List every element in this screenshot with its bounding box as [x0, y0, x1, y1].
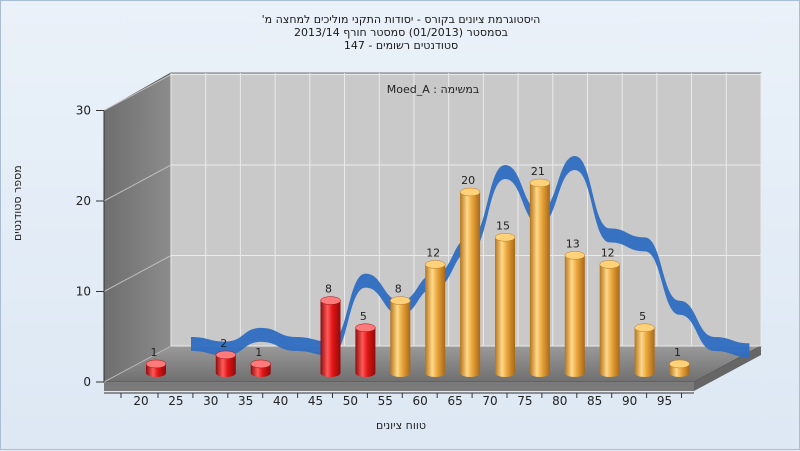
- bar-cap: [599, 260, 620, 269]
- data-label: 1: [255, 346, 262, 359]
- chart-title-line-1: היסטוגרמת ציונים בקורס - יסודות התקני מו…: [261, 13, 541, 26]
- bar-cap: [669, 359, 690, 369]
- x-tick-label: 20: [133, 394, 148, 408]
- gridline-wall: [103, 164, 172, 202]
- x-tick-label: 25: [168, 394, 183, 408]
- y-axis: 0 10 20 30: [76, 104, 105, 389]
- bar: 1: [669, 346, 690, 377]
- x-axis-label: טווח ציונים: [376, 419, 426, 432]
- data-label: 1: [151, 346, 158, 359]
- data-label: 20: [461, 174, 475, 187]
- bar: 1: [250, 346, 271, 377]
- chart-annotation: במשימה : Moed_A: [387, 83, 479, 96]
- x-tick-label: 75: [517, 394, 532, 408]
- bar-cap: [320, 296, 341, 305]
- bar-cap: [145, 359, 167, 369]
- x-tick-label: 35: [238, 394, 253, 408]
- bar: 13: [564, 237, 586, 377]
- x-tick-label: 70: [482, 394, 497, 408]
- bar: 2: [215, 337, 237, 377]
- bar: 5: [355, 310, 376, 377]
- data-label: 13: [566, 237, 580, 250]
- bar: 20: [459, 174, 481, 377]
- bar: 5: [634, 310, 655, 377]
- data-label: 2: [220, 337, 227, 350]
- x-tick-label: 45: [308, 394, 323, 408]
- gridline-wall: [103, 74, 172, 111]
- bar-body: [355, 327, 376, 377]
- bar: 12: [599, 246, 620, 377]
- data-label: 1: [674, 346, 681, 359]
- bar-body: [599, 264, 620, 377]
- y-tick-label: 20: [76, 194, 91, 208]
- bar-body: [634, 327, 655, 377]
- y-axis-label: מספר סטודנטים: [11, 165, 24, 241]
- data-label: 5: [639, 310, 646, 323]
- bar: 1: [145, 346, 167, 377]
- x-tick-label: 60: [413, 394, 428, 408]
- bar-body: [390, 300, 411, 377]
- data-label: 8: [395, 283, 402, 296]
- x-tick-label: 90: [622, 394, 637, 408]
- bar-cap: [390, 296, 411, 305]
- floor-front-edge: [104, 382, 694, 391]
- data-label: 12: [426, 246, 440, 259]
- bar-cap: [355, 323, 376, 332]
- bar-body: [215, 354, 236, 377]
- data-label: 12: [601, 246, 615, 259]
- data-label: 8: [325, 283, 332, 296]
- bar: 8: [390, 283, 411, 377]
- left-wall: [103, 72, 172, 383]
- bar-body: [320, 300, 341, 377]
- x-tick-label: 80: [552, 394, 567, 408]
- x-tick-label: 55: [378, 394, 393, 408]
- chart-title-line-2: בסמסטר (01/2013) סמסטר חורף 2013/14: [294, 26, 508, 39]
- bar: 15: [494, 219, 516, 377]
- chart-title-line-3: סטודנטים רשומים - 147: [343, 39, 459, 52]
- data-label: 15: [496, 219, 510, 232]
- bar-cap: [494, 233, 516, 242]
- x-tick-label: 65: [447, 394, 462, 408]
- x-axis: 20 25 30 35 40 45 50 55 60 65 70 75 80 85 90 95: [104, 392, 694, 408]
- data-label: 21: [531, 165, 545, 178]
- bar-body: [425, 264, 446, 377]
- bar-cap: [250, 359, 271, 369]
- data-label: 5: [360, 310, 367, 323]
- bar-cap: [424, 260, 446, 269]
- bar-body: [460, 192, 481, 377]
- x-tick-label: 85: [587, 394, 602, 408]
- y-tick-label: 10: [76, 285, 91, 299]
- gridline-wall: [103, 345, 172, 383]
- gridline-wall: [103, 255, 172, 292]
- gridlines: [103, 73, 762, 383]
- bar: 21: [529, 165, 551, 377]
- bar-cap: [529, 178, 551, 188]
- x-tick-label: 50: [343, 394, 358, 408]
- bar-body: [495, 237, 515, 377]
- trend-ribbon-shape: [191, 155, 750, 358]
- trend-ribbon: [191, 155, 750, 358]
- y-tick-label: 30: [76, 104, 91, 118]
- bar-cap: [459, 187, 481, 197]
- bar-cap: [564, 251, 586, 260]
- x-tick-label: 30: [203, 394, 218, 408]
- bar: 12: [424, 246, 446, 377]
- x-tick-label: 95: [657, 394, 672, 408]
- bar-cap: [215, 350, 237, 360]
- y-tick-label: 0: [83, 375, 91, 389]
- bar-cap: [634, 323, 655, 332]
- bar: 8: [320, 283, 341, 377]
- bar-body: [529, 182, 550, 377]
- bar-body: [564, 255, 585, 377]
- x-tick-label: 40: [273, 394, 288, 408]
- floor-right-edge: [694, 346, 761, 391]
